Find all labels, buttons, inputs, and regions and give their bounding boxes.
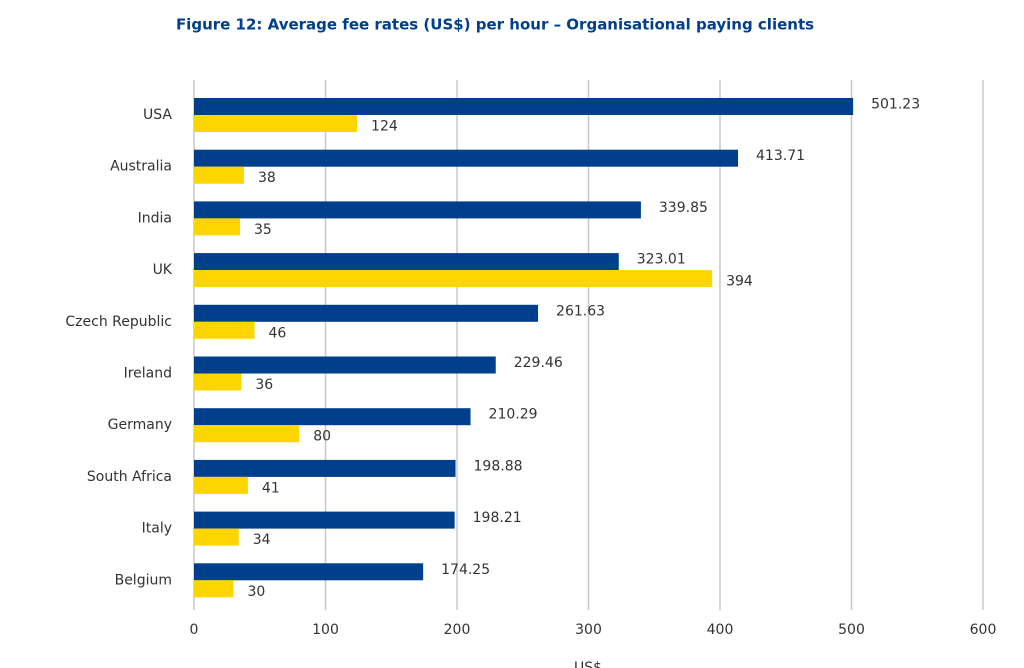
bar (194, 201, 641, 219)
x-tick-label: 600 (970, 622, 997, 638)
bar (194, 218, 241, 236)
x-tick-label: 400 (707, 622, 734, 638)
y-tick-label: India (138, 210, 172, 226)
data-label: 229.46 (514, 355, 563, 371)
x-tick-label: 500 (838, 622, 865, 638)
data-label: 34 (253, 532, 271, 548)
y-tick-label: USA (143, 107, 172, 123)
bar (194, 476, 248, 494)
data-label: 198.21 (473, 510, 522, 526)
y-tick-label: UK (153, 262, 173, 278)
y-tick-label: Italy (142, 521, 172, 537)
x-tick-label: 300 (575, 622, 602, 638)
bar (194, 98, 854, 115)
bar (194, 563, 424, 581)
data-label: 501.23 (871, 97, 920, 113)
y-tick-label: Australia (110, 159, 172, 175)
data-label: 198.88 (474, 458, 523, 474)
data-label: 174.25 (441, 562, 490, 578)
bar (194, 425, 300, 443)
bar (194, 356, 496, 374)
bar (194, 253, 619, 271)
y-tick-label: Germany (108, 417, 172, 433)
bar (194, 166, 244, 184)
bar (194, 304, 539, 322)
bar (194, 528, 239, 546)
bar (194, 459, 456, 477)
bar (194, 149, 739, 167)
y-tick-label: Ireland (124, 366, 172, 382)
data-label: 41 (262, 480, 280, 496)
data-label: 38 (258, 170, 276, 186)
data-label: 80 (313, 429, 331, 445)
x-tick-label: 100 (312, 622, 339, 638)
x-tick-label: 200 (444, 622, 471, 638)
data-label: 323.01 (637, 252, 686, 268)
y-tick-label: Czech Republic (65, 314, 172, 330)
y-tick-label: South Africa (87, 469, 172, 485)
bar (194, 580, 234, 598)
bar (194, 408, 471, 426)
bar (194, 373, 242, 391)
x-tick-label: 0 (190, 622, 199, 638)
bar (194, 115, 358, 132)
bar (194, 511, 455, 529)
data-label: 46 (268, 325, 286, 341)
data-label: 30 (247, 584, 265, 600)
bar (194, 321, 255, 339)
data-label: 124 (371, 119, 398, 135)
chart-title: Figure 12: Average fee rates (US$) per h… (176, 16, 814, 34)
data-label: 413.71 (756, 148, 805, 164)
x-axis-label: US$ (574, 660, 602, 668)
data-label: 35 (254, 222, 272, 238)
bar (194, 270, 713, 288)
data-label: 261.63 (556, 303, 605, 319)
data-label: 394 (726, 274, 753, 290)
y-tick-label: Belgium (115, 572, 172, 588)
data-label: 36 (255, 377, 273, 393)
data-label: 339.85 (659, 200, 708, 216)
data-label: 210.29 (489, 407, 538, 423)
